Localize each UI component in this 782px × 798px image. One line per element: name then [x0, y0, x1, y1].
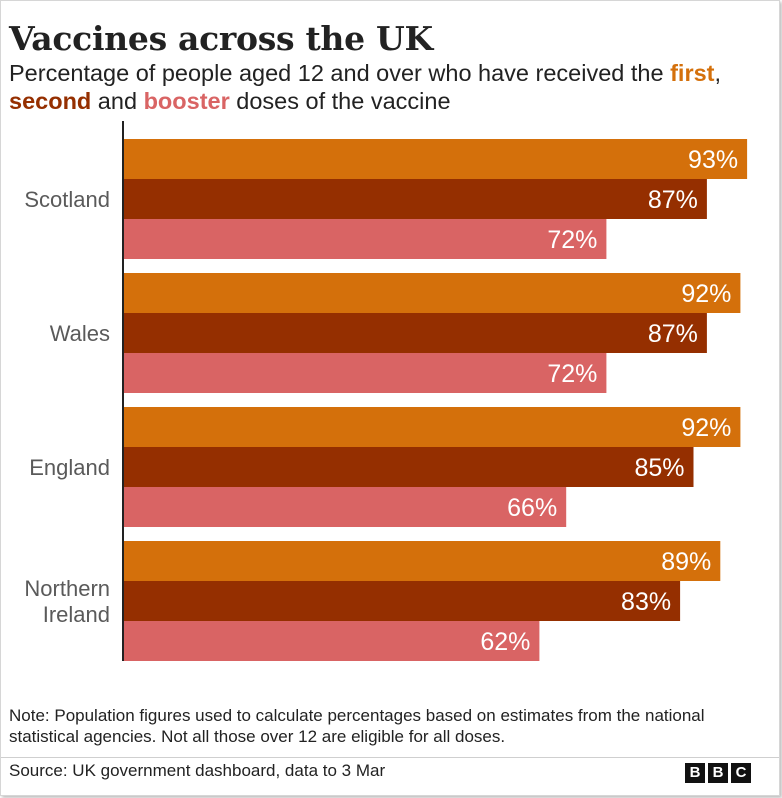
category-label: Ireland [43, 602, 110, 627]
bar-booster-0 [124, 219, 607, 259]
bar-booster-2 [124, 487, 567, 527]
chart-note: Note: Population figures used to calcula… [9, 706, 705, 746]
data-label: 66% [507, 494, 557, 522]
bar-first-2 [124, 407, 741, 447]
data-label: 92% [681, 280, 731, 308]
category-label: Scotland [24, 187, 110, 212]
legend-second: second [9, 88, 92, 114]
data-label: 83% [621, 588, 671, 616]
logo-letter-2: B [708, 763, 728, 783]
bar-first-3 [124, 541, 721, 581]
data-label: 72% [547, 360, 597, 388]
chart-title: Vaccines across the UK [9, 19, 433, 58]
subtitle-text-end: doses of the vaccine [229, 88, 451, 114]
bar-first-1 [124, 273, 741, 313]
bar-second-2 [124, 447, 694, 487]
category-label: Northern [24, 576, 110, 601]
bbc-logo: B B C [685, 763, 751, 783]
category-label: England [29, 455, 110, 480]
data-label: 93% [688, 146, 738, 174]
bar-booster-3 [124, 621, 540, 661]
subtitle-and: and [91, 88, 144, 114]
chart-subtitle: Percentage of people aged 12 and over wh… [9, 59, 769, 115]
legend-first: first [670, 60, 715, 86]
subtitle-text-start: Percentage of people aged 12 and over wh… [9, 60, 671, 86]
subtitle-comma: , [714, 60, 722, 86]
data-label: 85% [634, 454, 684, 482]
bar-second-1 [124, 313, 707, 353]
legend-booster: booster [143, 88, 230, 114]
data-label: 62% [480, 628, 530, 656]
data-label: 87% [648, 186, 698, 214]
data-label: 89% [661, 548, 711, 576]
footer-divider [1, 757, 779, 758]
bar-booster-1 [124, 353, 607, 393]
bar-first-0 [124, 139, 748, 179]
data-label: 92% [681, 414, 731, 442]
data-label: 72% [547, 226, 597, 254]
chart-source: Source: UK government dashboard, data to… [9, 761, 386, 780]
logo-letter-1: B [685, 763, 705, 783]
logo-letter-3: C [731, 763, 751, 783]
data-label: 87% [648, 320, 698, 348]
category-label: Wales [50, 321, 110, 346]
bar-second-3 [124, 581, 681, 621]
bar-chart: 93% 87% 72% Scotland 92% 87% 72% Wales 92% 85% 66%… [24, 121, 748, 661]
bar-second-0 [124, 179, 707, 219]
